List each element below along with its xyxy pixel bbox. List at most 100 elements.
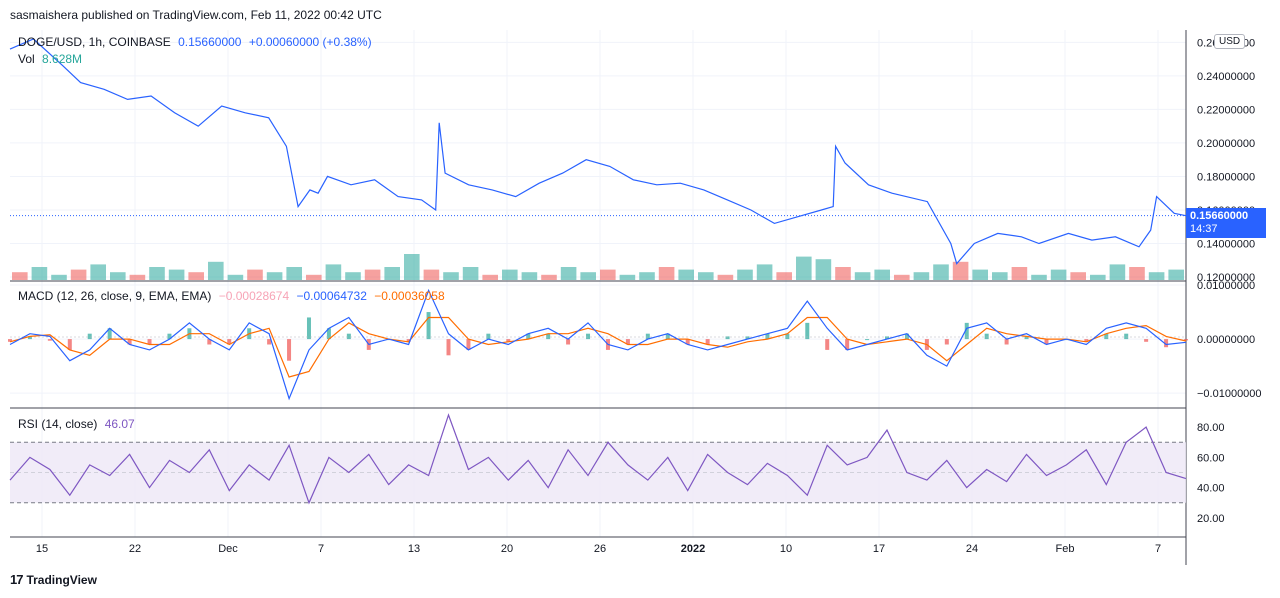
macd-histogram-bar xyxy=(546,333,551,340)
volume-bar xyxy=(443,272,459,280)
volume-bar xyxy=(1168,269,1184,280)
volume-bar xyxy=(737,269,753,280)
macd-histogram-bar xyxy=(346,333,351,340)
price-tick-label: 0.14000000 xyxy=(1197,238,1255,250)
macd-tick-label: 0.01000000 xyxy=(1197,280,1255,292)
tradingview-logo-icon: 17 xyxy=(10,572,24,587)
volume-bar xyxy=(1129,267,1145,280)
volume-bar xyxy=(698,272,714,280)
macd-histogram-bar xyxy=(47,339,52,341)
rsi-label[interactable]: RSI (14, close) xyxy=(18,417,98,431)
volume-bar xyxy=(345,272,361,280)
price-tick-label: 0.24000000 xyxy=(1197,71,1255,83)
volume-bar xyxy=(678,269,694,280)
volume-bar xyxy=(992,272,1008,280)
symbol-label[interactable]: DOGE/USD, 1h, COINBASE xyxy=(18,35,171,49)
volume-bar xyxy=(129,274,146,280)
price-series-line xyxy=(9,38,1187,265)
volume-bar xyxy=(1109,264,1126,280)
volume-bar xyxy=(619,274,636,280)
price-change: +0.00060000 (+0.38%) xyxy=(248,35,372,49)
macd-histogram-bar xyxy=(685,339,690,345)
currency-badge[interactable]: USD xyxy=(1214,34,1246,49)
macd-histogram-bar xyxy=(526,333,531,340)
macd-tick-label: −0.01000000 xyxy=(1197,388,1262,400)
price-tick-label: 0.20000000 xyxy=(1197,138,1255,150)
volume-bar xyxy=(560,267,577,280)
price-tick-label: 0.12000000 xyxy=(1197,272,1255,284)
volume-bar xyxy=(325,264,342,280)
volume-bars xyxy=(12,254,1184,280)
volume-bar xyxy=(384,267,400,280)
macd-histogram-bar xyxy=(765,333,770,340)
rsi-value: 46.07 xyxy=(104,417,135,431)
volume-bar xyxy=(1070,272,1086,280)
macd-histogram-bar xyxy=(1024,336,1029,340)
macd-histogram-bar xyxy=(506,339,511,342)
price-tick-label: 0.18000000 xyxy=(1197,171,1255,183)
macd-legend: MACD (12, 26, close, 9, EMA, EMA) −0.000… xyxy=(18,289,449,303)
volume-bar xyxy=(247,269,263,280)
rsi-axis-ticks: 80.00 60.00 40.00 20.00 xyxy=(1197,422,1225,525)
macd-histogram-bar xyxy=(566,339,571,345)
macd-histogram-bar xyxy=(426,312,431,340)
macd-label[interactable]: MACD (12, 26, close, 9, EMA, EMA) xyxy=(18,289,212,303)
volume-bar xyxy=(776,272,792,280)
time-tick-label: 17 xyxy=(873,543,885,555)
macd-histogram-bar xyxy=(167,333,172,340)
volume-bar xyxy=(168,269,185,280)
volume-bar xyxy=(462,267,479,280)
time-tick-label: 10 xyxy=(780,543,792,555)
macd-line xyxy=(9,288,1187,401)
volume-bar xyxy=(31,267,48,280)
macd-histogram-bar xyxy=(665,333,670,340)
rsi-legend: RSI (14, close) 46.07 xyxy=(18,417,139,431)
macd-histogram-bar xyxy=(87,333,92,340)
macd-histogram-bar xyxy=(625,339,630,345)
volume-bar xyxy=(639,272,655,280)
bar-countdown: 14:37 xyxy=(1190,223,1218,235)
macd-histogram-bar xyxy=(127,339,132,345)
macd-histogram-bar xyxy=(785,333,790,340)
macd-histogram-bar xyxy=(306,317,311,340)
macd-histogram-bar xyxy=(1144,339,1149,342)
volume-bar xyxy=(266,272,283,280)
macd-histogram-bar xyxy=(705,339,710,345)
footer-brand-label: TradingView xyxy=(26,572,97,587)
macd-histogram-bar xyxy=(466,339,471,350)
footer-brand[interactable]: 17 TradingView xyxy=(10,572,97,587)
macd-histogram-bar xyxy=(8,339,12,342)
macd-value: −0.00064732 xyxy=(296,289,367,303)
macd-hist-value: −0.00028674 xyxy=(218,289,290,303)
price-legend: DOGE/USD, 1h, COINBASE 0.15660000 +0.000… xyxy=(18,35,376,49)
macd-histogram-bar xyxy=(984,333,989,340)
volume-bar xyxy=(482,274,498,280)
volume-bar xyxy=(717,274,734,280)
time-axis-ticks: 15 22 Dec 7 13 20 26 2022 10 17 24 Feb 7 xyxy=(36,543,1161,555)
macd-histogram-bar xyxy=(586,333,591,340)
rsi-tick-label: 80.00 xyxy=(1197,422,1225,434)
time-tick-label: 22 xyxy=(129,543,141,555)
volume-bar xyxy=(188,272,204,280)
rsi-tick-label: 20.00 xyxy=(1197,513,1225,525)
volume-bar xyxy=(854,272,871,280)
volume-bar xyxy=(913,272,930,280)
volume-bar xyxy=(1011,267,1028,280)
macd-histogram-bar xyxy=(287,339,292,361)
macd-histogram-bar xyxy=(944,339,949,345)
volume-bar xyxy=(815,259,832,280)
volume-bar xyxy=(952,261,969,280)
macd-histogram-bar xyxy=(904,333,909,340)
macd-histogram-bar xyxy=(107,328,112,340)
vol-label[interactable]: Vol xyxy=(18,52,35,66)
rsi-tick-label: 60.00 xyxy=(1197,452,1225,464)
volume-bar xyxy=(90,264,106,280)
volume-bar xyxy=(541,274,557,280)
volume-bar xyxy=(423,269,440,280)
time-tick-label: 15 xyxy=(36,543,48,555)
time-tick-label: 20 xyxy=(501,543,513,555)
time-tick-label: 7 xyxy=(318,543,324,555)
macd-histogram-bar xyxy=(885,336,890,340)
macd-histogram-bar xyxy=(805,322,810,340)
